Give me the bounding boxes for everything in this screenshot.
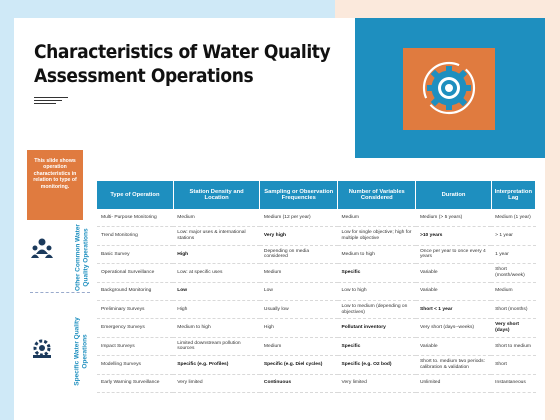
table-cell: Short < 1 year [415, 300, 492, 320]
table-cell: Unlimited [415, 374, 492, 393]
table-row: Multi- Purpose Monitoring Medium Medium (1… [97, 209, 536, 228]
table-cell: Emergency Surveys [97, 318, 174, 338]
table-header-row: Type of Operation Station Density and Lo… [97, 181, 537, 209]
title-underline-3 [34, 103, 56, 104]
table-cell: Medium [337, 209, 416, 228]
gear-cycle-icon [422, 61, 476, 115]
operations-table: Type of Operation Station Density and Lo… [97, 181, 537, 393]
table-cell: Short (months) [491, 300, 536, 320]
title-underline-1 [34, 97, 68, 98]
table-cell: Very limited [337, 374, 416, 393]
table-cell: >10 years [415, 226, 492, 246]
col-header-type: Type of Operation [97, 181, 174, 209]
callout-note: This slide shows operation characteristi… [27, 150, 83, 220]
section-divider [30, 292, 90, 293]
table-row: Preliminary Surveys High Usually low Low to… [97, 300, 536, 320]
table-row: Trend Monitoring Low: major uses & intern… [97, 226, 536, 246]
table-cell: Specific [337, 263, 416, 283]
hero-icon-tile [403, 48, 495, 130]
table-cell: Background Monitoring [97, 282, 174, 301]
table-cell: Variable [415, 337, 492, 357]
table-cell: Specific (e.g. O2 bod) [337, 355, 416, 375]
table-row: Modelling Surveys Specific (e.g. Profiles… [97, 355, 536, 375]
table-cell: Basic Survey [97, 245, 174, 265]
table-cell: Trend Monitoring [97, 226, 174, 246]
table-cell: Low: at specific uses [173, 263, 260, 283]
table-cell: Medium [491, 282, 536, 301]
table-row: Emergency Surveys Medium to high High Pollu… [97, 318, 536, 338]
table-cell: Medium (> 5 years) [415, 209, 492, 228]
table-cell: Multi- Purpose Monitoring [97, 209, 174, 228]
background-band-left [0, 0, 14, 420]
table-cell: Specific (e.g. Profiles) [173, 355, 260, 375]
table-cell: Short to. medium two periods: calibratio… [415, 355, 492, 375]
table-row: Early Warning Surveillance Very limited Co… [97, 374, 536, 393]
table-cell: Limited downstream pollution sources [173, 337, 260, 357]
table-cell: Depending on media considered [259, 245, 338, 265]
table-cell: Variable [415, 282, 492, 301]
table-cell: Low to medium (depending on objectives) [337, 300, 416, 320]
settings-gears-icon [33, 339, 51, 358]
col-header-frequency: Sampling or Observation Frequencies [259, 181, 339, 209]
background-band-top [0, 0, 335, 18]
table-cell: 1 year [491, 245, 536, 265]
table-cell: Very short (days) [491, 318, 536, 338]
table-cell: Short [491, 355, 536, 375]
table-row: Impact Surveys Limited downstream polluti… [97, 337, 536, 357]
col-header-density: Station Density and Location [173, 181, 261, 209]
table-cell: High [173, 245, 260, 265]
table-cell: Instantaneous [491, 374, 536, 393]
table-body: Multi- Purpose Monitoring Medium Medium (1… [97, 209, 536, 393]
table-row: Operational Surveillance Low: at specific… [97, 263, 536, 283]
table-cell: Very high [259, 226, 338, 246]
table-cell: Modelling Surveys [97, 355, 174, 375]
table-cell: Variable [415, 263, 492, 283]
table-cell: Operational Surveillance [97, 263, 174, 283]
table-cell: Specific [337, 337, 416, 357]
table-cell: Early Warning Surveillance [97, 374, 174, 393]
col-header-variables: Number of Variables Considered [337, 181, 417, 209]
table-cell: Pollutant inventory [337, 318, 416, 338]
table-cell: Low [173, 282, 260, 301]
table-cell: Usually low [259, 300, 338, 320]
table-cell: Preliminary Surveys [97, 300, 174, 320]
table-cell: Continuous [259, 374, 338, 393]
table-cell: Low to high [337, 282, 416, 301]
table-cell: Medium [173, 209, 260, 228]
table-cell: Low: major uses & international stations [173, 226, 260, 246]
table-row: Background Monitoring Low Low Low to high Va… [97, 282, 536, 301]
table-cell: Low [259, 282, 338, 301]
table-cell: Short (month/week) [491, 263, 536, 283]
table-cell: Medium to high [173, 318, 260, 338]
table-cell: Medium (12 per year) [259, 209, 338, 228]
table-cell: Impact Surveys [97, 337, 174, 357]
title-underline-2 [34, 100, 62, 101]
section-label-common: Other Common Water Quality Operations [74, 224, 90, 291]
section-label-specific: Specific Water Quality Operations [73, 317, 89, 386]
table-row: Basic Survey High Depending on media consi… [97, 245, 536, 265]
table-cell: Medium [259, 337, 338, 357]
col-header-duration: Duration [415, 181, 492, 209]
table-cell: High [259, 318, 338, 338]
table-cell: Very limited [173, 374, 260, 393]
table-cell: Very short (days--weeks) [415, 318, 492, 338]
slide-title: Characteristics of Water Quality Assessm… [34, 41, 331, 87]
table-cell: > 1 year [491, 226, 536, 246]
table-cell: Short to medium [491, 337, 536, 357]
table-cell: Medium [259, 263, 338, 283]
table-cell: Medium (1 year) [491, 209, 536, 228]
table-cell: Once per year to once every 4 years [415, 245, 492, 265]
people-group-icon [31, 238, 53, 258]
table-cell: High [173, 300, 260, 320]
col-header-lag: Interpretation Lag [491, 181, 537, 209]
table-cell: Low for single objective; high for multi… [337, 226, 416, 246]
table-cell: Medium to high [337, 245, 416, 265]
table-cell: Specific (e.g. Diel cycles) [259, 355, 338, 375]
